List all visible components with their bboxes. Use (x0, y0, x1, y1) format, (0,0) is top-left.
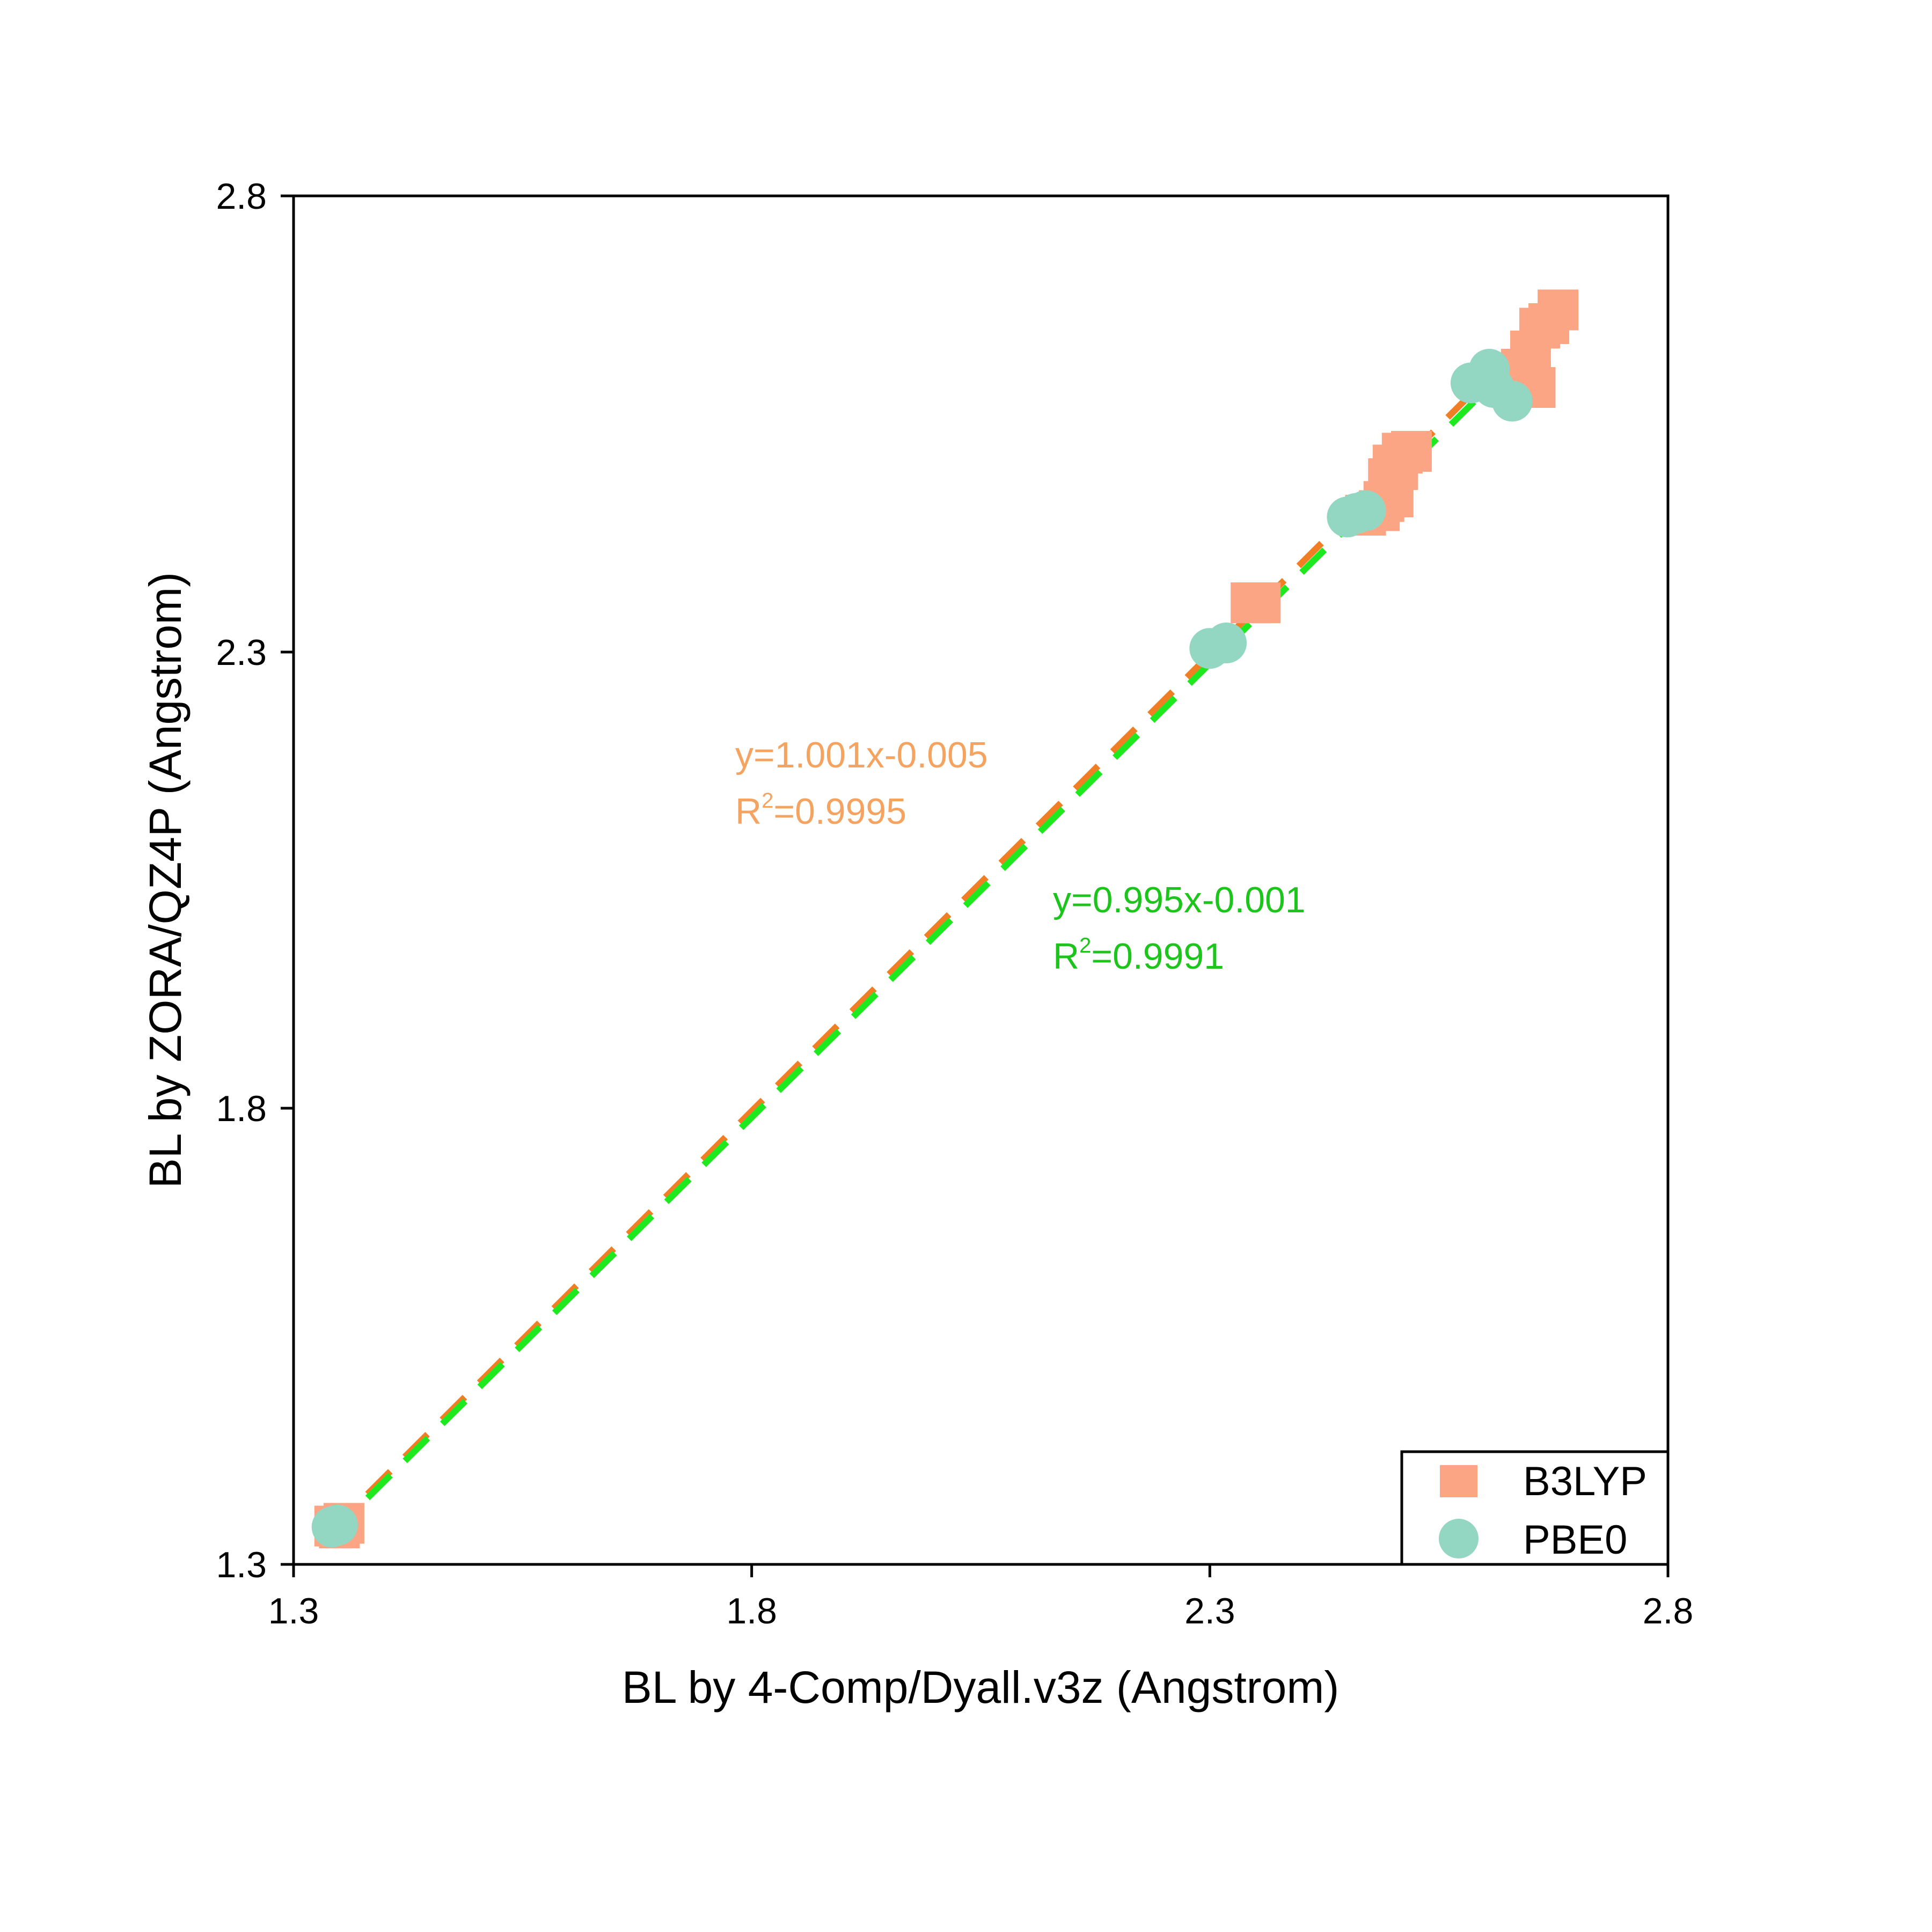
pbe0-data-point (317, 1504, 358, 1546)
legend: B3LYP PBE0 (1400, 1450, 1670, 1566)
pbe0-r2-value: =0.9991 (1091, 936, 1224, 977)
pbe0-r2-prefix: R (1053, 936, 1079, 977)
x-axis-label: BL by 4-Comp/Dyall.v3z (Angstrom) (622, 1662, 1340, 1713)
b3lyp-r2-exponent: 2 (762, 789, 773, 813)
y-axis-label: BL by ZORA/QZ4P (Angstrom) (140, 572, 191, 1188)
b3lyp-data-point (1240, 582, 1281, 624)
pbe0-fit-equation: y=0.995x-0.001 (1053, 880, 1306, 920)
x-tick-label: 2.3 (1184, 1591, 1235, 1631)
legend-pbe0-marker (1439, 1519, 1479, 1558)
x-axis-ticks: 1.3 1.8 2.3 2.8 (268, 1564, 1694, 1631)
pbe0-data-point (1491, 380, 1533, 422)
y-tick-label: 1.8 (216, 1088, 267, 1129)
b3lyp-r2: R2=0.9995 (735, 789, 906, 832)
y-tick-label: 2.3 (216, 632, 267, 673)
pbe0-r2-exponent: 2 (1079, 934, 1091, 957)
data-points (311, 289, 1579, 1548)
x-tick-label: 2.8 (1643, 1591, 1694, 1631)
y-axis-ticks: 1.3 1.8 2.3 2.8 (216, 176, 294, 1585)
pbe0-data-point (1206, 623, 1247, 663)
x-tick-label: 1.3 (268, 1591, 319, 1631)
pbe0-data-point (1345, 490, 1386, 531)
y-tick-label: 2.8 (216, 176, 267, 217)
plot-frame (292, 194, 1670, 1566)
legend-pbe0-label: PBE0 (1523, 1517, 1627, 1563)
legend-b3lyp-label: B3LYP (1523, 1459, 1647, 1504)
pbe0-r2: R2=0.9991 (1053, 934, 1224, 977)
y-tick-label: 1.3 (216, 1545, 267, 1585)
x-tick-label: 1.8 (726, 1591, 777, 1631)
b3lyp-r2-value: =0.9995 (773, 791, 906, 832)
legend-b3lyp-marker (1440, 1465, 1477, 1497)
b3lyp-fit-equation: y=1.001x-0.005 (735, 735, 988, 775)
b3lyp-r2-prefix: R (735, 791, 762, 832)
b3lyp-data-point (1391, 431, 1432, 472)
b3lyp-data-point (1538, 289, 1579, 331)
